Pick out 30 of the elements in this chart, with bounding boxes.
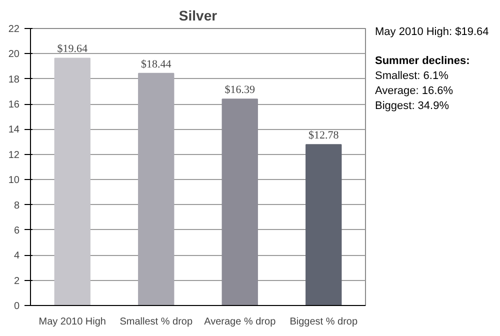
y-tick-label: 8: [14, 200, 20, 212]
y-tick-label: 10: [8, 175, 20, 186]
y-tick-label: 12: [8, 150, 20, 161]
y-tick-label: 22: [8, 24, 20, 35]
text: May 2010 High: $19.64: [375, 25, 489, 40]
text: Biggest: 34.9%: [375, 99, 450, 114]
y-tick-label: 20: [8, 49, 20, 60]
bar: [138, 72, 174, 306]
text: Smallest: 6.1%: [375, 69, 450, 84]
data-label: $19.64: [57, 43, 88, 56]
text: Average: 16.6%: [375, 84, 454, 99]
x-tick-label: May 2010 High: [38, 316, 106, 328]
data-label: $18.44: [141, 58, 172, 70]
y-tick-label: 0: [14, 301, 20, 312]
x-tick-label: Average % drop: [204, 316, 276, 328]
data-label: $16.39: [224, 84, 256, 96]
chart-title: Silver: [178, 8, 218, 24]
y-tick-label: 18: [8, 74, 20, 86]
y-tick-label: 14: [8, 124, 20, 136]
x-tick-label: Biggest % drop: [290, 316, 358, 328]
data-label: $12.78: [308, 130, 340, 142]
y-tick-label: 16: [8, 100, 20, 111]
x-tick-label: Smallest % drop: [120, 316, 193, 328]
bar: [54, 58, 90, 306]
text: Summer declines:: [375, 54, 471, 69]
y-tick-label: 2: [14, 276, 20, 287]
bar: [306, 144, 342, 306]
bar: [222, 98, 258, 306]
y-tick-label: 4: [14, 250, 20, 262]
y-tick-label: 6: [14, 225, 20, 236]
